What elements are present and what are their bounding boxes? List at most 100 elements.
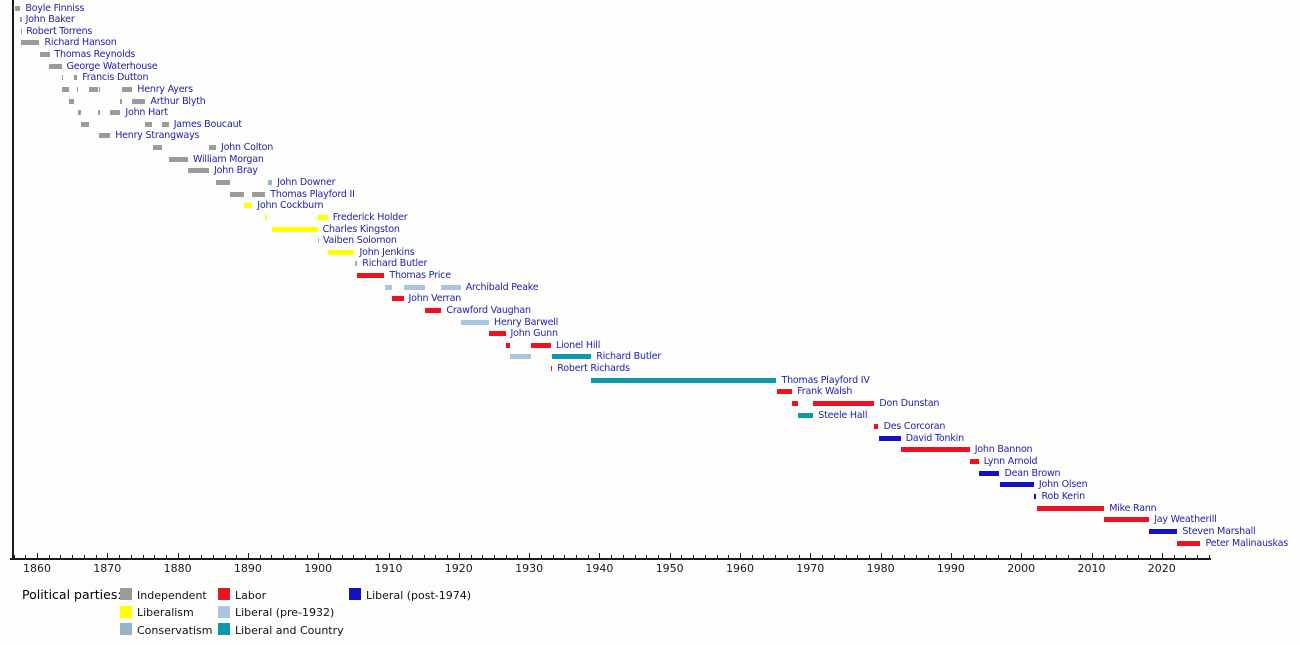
premier-name-archibald-peake[interactable]: Archibald Peake	[465, 281, 539, 293]
premier-name-george-waterhouse[interactable]: George Waterhouse	[66, 60, 158, 72]
legend-label-labor: Labor	[235, 588, 267, 602]
term-bar-archibald-peake	[441, 284, 461, 290]
major-tick-1900	[318, 553, 320, 558]
premier-name-dean-brown[interactable]: Dean Brown	[1004, 467, 1061, 479]
premier-name-john-jenkins[interactable]: John Jenkins	[359, 246, 415, 258]
premier-name-peter-malinauskas[interactable]: Peter Malinauskas	[1205, 537, 1289, 549]
term-bar-thomas-playford-iv	[591, 377, 777, 383]
premier-name-john-colton[interactable]: John Colton	[221, 142, 274, 154]
premier-name-thomas-reynolds[interactable]: Thomas Reynolds	[54, 49, 136, 60]
legend-label-liberalism: Liberalism	[137, 606, 194, 619]
premier-name-frederick-holder[interactable]: Frederick Holder	[332, 211, 408, 223]
term-bar-robert-richards	[551, 366, 553, 371]
minor-tick	[1197, 555, 1198, 558]
minor-tick	[353, 555, 355, 558]
premier-name-henry-ayers[interactable]: Henry Ayers	[137, 83, 193, 95]
minor-tick	[552, 555, 554, 558]
legend-label-liberal_and_country: Liberal and Country	[235, 623, 344, 637]
term-bar-henry-ayers	[88, 86, 99, 92]
major-tick-1870	[107, 553, 109, 558]
tick-label-1980: 1980	[866, 562, 895, 575]
premier-name-richard-hanson[interactable]: Richard Hanson	[44, 37, 117, 49]
premier-name-john-downer[interactable]: John Downer	[277, 177, 336, 188]
minor-tick	[775, 555, 777, 558]
premier-name-steven-marshall[interactable]: Steven Marshall	[1182, 525, 1256, 537]
premier-name-vaiben-solomon[interactable]: Vaiben Solomon	[323, 235, 397, 247]
minor-tick	[1173, 555, 1175, 558]
premier-name-james-boucaut[interactable]: James Boucaut	[173, 118, 242, 130]
premier-name-john-cockburn[interactable]: John Cockburn	[257, 200, 324, 212]
premier-name-henry-strangways[interactable]: Henry Strangways	[115, 130, 200, 142]
premier-name-rob-kerin[interactable]: Rob Kerin	[1041, 491, 1086, 502]
term-bar-john-bannon	[900, 447, 970, 453]
major-tick-1860	[37, 553, 38, 558]
premier-name-arthur-blyth[interactable]: Arthur Blyth	[150, 95, 206, 107]
tick-label-1920: 1920	[444, 562, 473, 575]
term-bar-rob-kerin	[1033, 494, 1037, 499]
term-bar-james-boucaut	[162, 121, 169, 127]
tick-label-2000: 2000	[1007, 562, 1036, 575]
premier-name-jay-weatherill[interactable]: Jay Weatherill	[1154, 514, 1217, 526]
premier-name-richard-butler[interactable]: Richard Butler	[596, 351, 662, 363]
premier-name-john-hart[interactable]: John Hart	[125, 107, 168, 119]
premier-name-francis-dutton[interactable]: Francis Dutton	[82, 72, 149, 84]
premier-name-thomas-price[interactable]: Thomas Price	[389, 270, 451, 281]
premier-name-don-dunstan[interactable]: Don Dunstan	[879, 397, 940, 409]
major-tick-1930	[529, 553, 531, 558]
premier-name-robert-torrens[interactable]: Robert Torrens	[26, 25, 93, 37]
premier-name-crawford-vaughan[interactable]: Crawford Vaughan	[446, 304, 531, 316]
term-bar-arthur-blyth	[69, 98, 74, 104]
premier-name-richard-butler[interactable]: Richard Butler	[362, 258, 428, 270]
legend-title: Political parties:	[22, 587, 122, 602]
premier-name-john-bannon[interactable]: John Bannon	[974, 444, 1033, 456]
premier-name-charles-kingston[interactable]: Charles Kingston	[322, 223, 400, 235]
term-bar-thomas-reynolds	[39, 52, 50, 57]
legend-label-conservatism: Conservatism	[137, 623, 213, 637]
minor-tick	[423, 555, 425, 558]
minor-tick	[224, 555, 226, 558]
legend-swatch-conservatism	[120, 623, 132, 635]
premier-name-lynn-arnold[interactable]: Lynn Arnold	[983, 456, 1038, 468]
premier-name-mike-rann[interactable]: Mike Rann	[1109, 502, 1157, 514]
premier-name-robert-richards[interactable]: Robert Richards	[557, 363, 630, 374]
minor-tick	[634, 555, 636, 558]
premier-name-boyle-finniss[interactable]: Boyle Finniss	[25, 2, 85, 14]
term-bar-archibald-peake	[384, 284, 392, 290]
premier-name-henry-barwell[interactable]: Henry Barwell	[494, 316, 559, 328]
tick-label-1900: 1900	[304, 562, 333, 575]
premier-name-david-tonkin[interactable]: David Tonkin	[905, 432, 964, 444]
minor-tick	[365, 555, 367, 558]
term-bar-john-jenkins	[327, 249, 355, 255]
tick-label-1940: 1940	[585, 562, 614, 575]
term-bar-henry-strangways	[99, 133, 111, 139]
term-bar-james-boucaut	[80, 121, 89, 127]
premier-name-des-corcoran[interactable]: Des Corcoran	[883, 421, 946, 433]
premier-name-thomas-playford-iv[interactable]: Thomas Playford IV	[781, 374, 870, 386]
minor-tick	[119, 555, 120, 558]
term-bar-richard-butler	[354, 261, 358, 267]
premier-name-steele-hall[interactable]: Steele Hall	[818, 409, 868, 421]
term-bar-henry-ayers	[121, 86, 133, 92]
premier-name-john-verran[interactable]: John Verran	[408, 293, 462, 305]
premier-name-john-gunn[interactable]: John Gunn	[510, 328, 559, 340]
premier-name-john-olsen[interactable]: John Olsen	[1038, 479, 1088, 491]
premier-name-frank-walsh[interactable]: Frank Walsh	[797, 386, 853, 398]
plot-left-border	[12, 0, 14, 558]
term-bar-don-dunstan	[813, 400, 875, 406]
minor-tick	[939, 555, 941, 558]
minor-tick	[962, 555, 964, 558]
premier-name-john-bray[interactable]: John Bray	[214, 165, 258, 177]
minor-tick	[154, 555, 156, 558]
tick-label-1970: 1970	[796, 562, 825, 575]
term-bar-richard-butler	[509, 354, 532, 360]
premier-name-lionel-hill[interactable]: Lionel Hill	[556, 339, 601, 351]
premier-name-thomas-playford-ii[interactable]: Thomas Playford II	[270, 188, 355, 200]
term-bar-richard-hanson	[21, 40, 40, 46]
premier-name-william-morgan[interactable]: William Morgan	[193, 153, 264, 165]
premier-name-john-baker[interactable]: John Baker	[25, 14, 75, 26]
term-bar-john-hart	[110, 110, 121, 116]
term-bar-frank-walsh	[776, 389, 793, 395]
major-tick-1920	[458, 553, 460, 558]
minor-tick	[283, 555, 285, 558]
legend-swatch-independent	[120, 588, 132, 600]
